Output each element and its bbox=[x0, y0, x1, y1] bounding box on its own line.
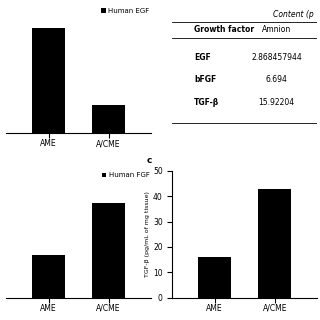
Bar bbox=[92, 203, 125, 298]
Bar bbox=[258, 189, 291, 298]
Bar bbox=[92, 106, 125, 133]
Legend: Human EGF: Human EGF bbox=[101, 8, 149, 14]
Bar bbox=[198, 257, 231, 298]
Text: EGF: EGF bbox=[194, 52, 211, 61]
Text: c: c bbox=[147, 156, 152, 165]
Text: 15.92204: 15.92204 bbox=[258, 98, 294, 107]
Text: 2.868457944: 2.868457944 bbox=[251, 52, 302, 61]
Text: TGF-β: TGF-β bbox=[194, 98, 219, 107]
Y-axis label: TGF-β (pg/mL of mg tissue): TGF-β (pg/mL of mg tissue) bbox=[145, 191, 150, 277]
Text: Amnion: Amnion bbox=[262, 25, 291, 34]
Legend: Human FGF: Human FGF bbox=[101, 172, 149, 178]
Text: Content (p: Content (p bbox=[273, 10, 314, 19]
Bar bbox=[32, 28, 65, 133]
Bar bbox=[32, 255, 65, 298]
Text: 6.694: 6.694 bbox=[265, 75, 287, 84]
Text: Growth factor: Growth factor bbox=[194, 25, 254, 34]
Text: bFGF: bFGF bbox=[194, 75, 216, 84]
